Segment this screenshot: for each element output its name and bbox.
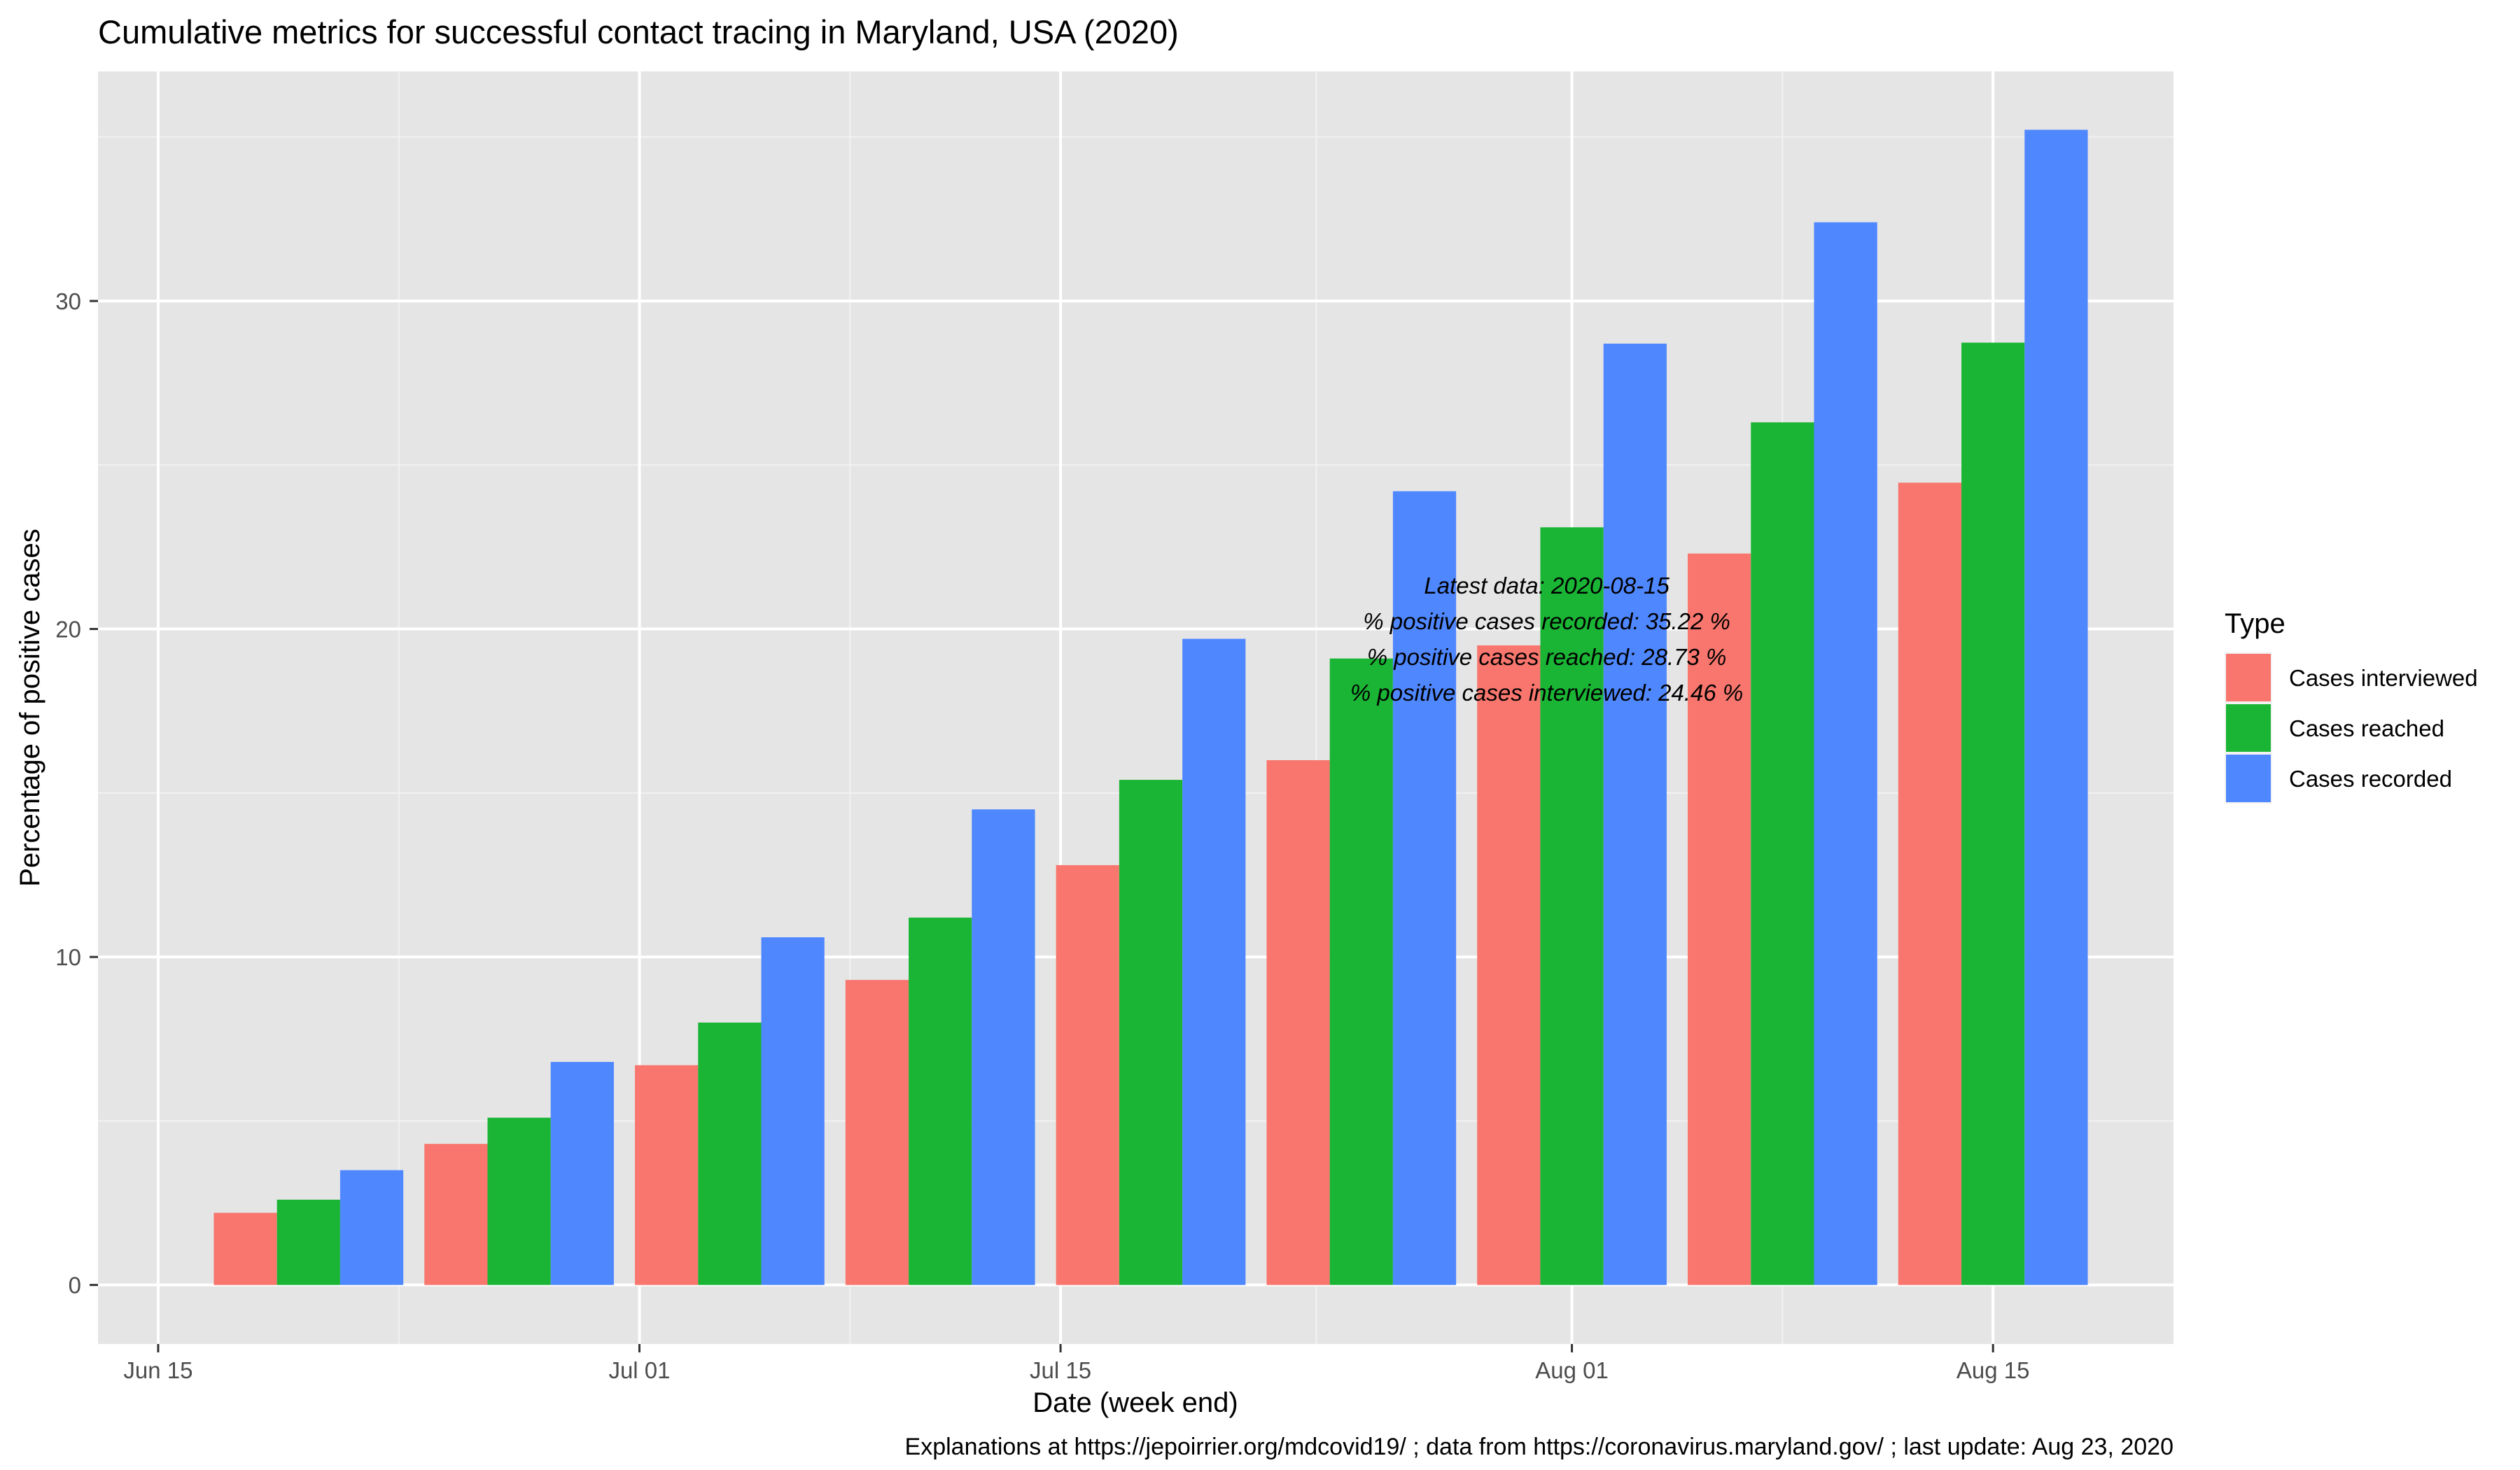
bar-cases-recorded [972, 809, 1035, 1285]
legend-swatch [2226, 654, 2271, 701]
bars [214, 130, 2088, 1285]
bar-cases-recorded [340, 1170, 404, 1285]
bar-cases-interviewed [1266, 760, 1330, 1285]
x-tick-label: Aug 15 [1956, 1357, 2030, 1383]
x-axis-label: Date (week end) [1032, 1387, 1238, 1418]
bar-cases-recorded [761, 937, 825, 1285]
x-tick-label: Jul 15 [1030, 1357, 1091, 1383]
legend-swatch [2226, 704, 2271, 752]
bar-cases-interviewed [214, 1212, 277, 1285]
y-tick-label: 10 [55, 944, 81, 970]
bar-cases-recorded [1814, 222, 1877, 1285]
chart-title: Cumulative metrics for successful contac… [98, 13, 1179, 50]
bar-cases-recorded [1603, 343, 1667, 1285]
bar-cases-interviewed [1688, 553, 1751, 1285]
legend-label: Cases reached [2289, 715, 2444, 741]
bar-cases-recorded [1392, 491, 1457, 1285]
bar-cases-reached [1540, 527, 1604, 1285]
bar-cases-reached [1751, 422, 1814, 1285]
bar-cases-interviewed [1056, 864, 1119, 1285]
annotation-line: % positive cases recorded: 35.22 % [1363, 608, 1730, 634]
y-tick-label: 0 [69, 1273, 81, 1298]
bar-cases-reached [909, 917, 972, 1285]
bar-cases-interviewed [424, 1144, 488, 1285]
y-axis-label: Percentage of positive cases [15, 528, 46, 886]
bar-cases-recorded [1182, 638, 1246, 1285]
bar-cases-reached [698, 1022, 762, 1285]
y-tick-label: 30 [55, 288, 81, 314]
bar-cases-reached [1961, 342, 2025, 1285]
annotation-line: % positive cases reached: 28.73 % [1367, 644, 1727, 670]
x-axis: Jun 15 Jul 01 Jul 15 Aug 01 Aug 15 [123, 1344, 2029, 1383]
x-tick-label: Jun 15 [123, 1357, 192, 1383]
x-tick-label: Jul 01 [608, 1357, 670, 1383]
bar-cases-reached [1119, 780, 1183, 1285]
bar-cases-recorded [550, 1062, 614, 1285]
bar-cases-interviewed [845, 979, 909, 1285]
bar-cases-reached [1329, 658, 1393, 1285]
bar-cases-interviewed [1898, 482, 1962, 1285]
y-axis: 0 10 20 30 [55, 288, 98, 1298]
x-tick-label: Aug 01 [1535, 1357, 1609, 1383]
caption: Explanations at https://jepoirrier.org/m… [905, 1434, 2174, 1460]
legend-swatch [2226, 755, 2271, 802]
bar-cases-interviewed [1477, 645, 1541, 1285]
annotation: Latest data: 2020-08-15 % positive cases … [1350, 573, 1743, 706]
annotation-line: Latest data: 2020-08-15 [1424, 573, 1670, 598]
bar-cases-recorded [2024, 130, 2088, 1285]
legend-label: Cases recorded [2289, 766, 2452, 792]
bar-cases-reached [276, 1199, 340, 1285]
bar-cases-reached [487, 1117, 551, 1285]
bar-cases-interviewed [635, 1065, 699, 1285]
annotation-line: % positive cases interviewed: 24.46 % [1350, 680, 1743, 706]
legend-title: Type [2225, 608, 2286, 639]
legend-label: Cases interviewed [2289, 665, 2478, 691]
y-tick-label: 20 [55, 617, 81, 643]
